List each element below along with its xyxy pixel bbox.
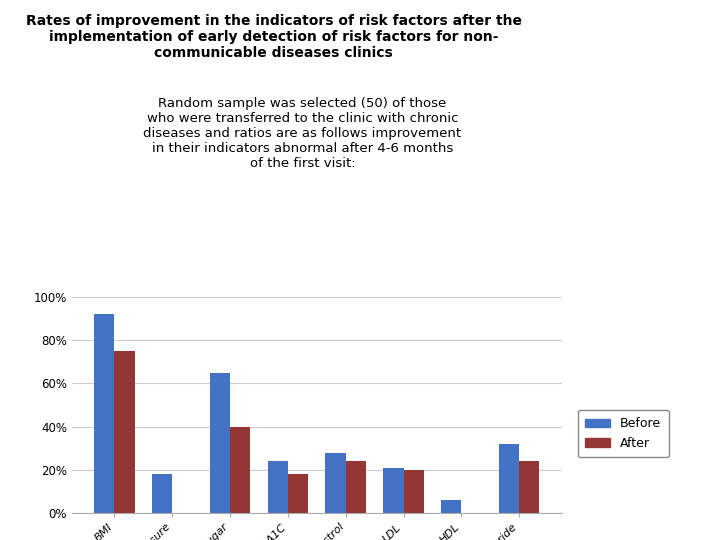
Text: Random sample was selected (50) of those
who were transferred to the clinic with: Random sample was selected (50) of those… bbox=[143, 97, 462, 170]
Bar bbox=[114, 351, 135, 513]
Bar bbox=[268, 461, 288, 513]
Text: implementation of early detection of risk factors for non-: implementation of early detection of ris… bbox=[49, 30, 498, 44]
Bar bbox=[288, 474, 308, 513]
Bar bbox=[519, 461, 539, 513]
Bar bbox=[230, 427, 251, 513]
Bar bbox=[346, 461, 366, 513]
Legend: Before, After: Before, After bbox=[577, 410, 669, 457]
Text: Rates of improvement in the indicators of risk factors after the: Rates of improvement in the indicators o… bbox=[26, 14, 521, 28]
Text: communicable diseases clinics: communicable diseases clinics bbox=[154, 46, 393, 60]
Bar bbox=[94, 314, 114, 513]
Bar bbox=[499, 444, 519, 513]
Bar bbox=[441, 500, 462, 513]
Bar bbox=[152, 474, 172, 513]
Bar bbox=[325, 453, 346, 513]
Bar bbox=[403, 470, 424, 513]
Bar bbox=[383, 468, 403, 513]
Bar bbox=[210, 373, 230, 513]
